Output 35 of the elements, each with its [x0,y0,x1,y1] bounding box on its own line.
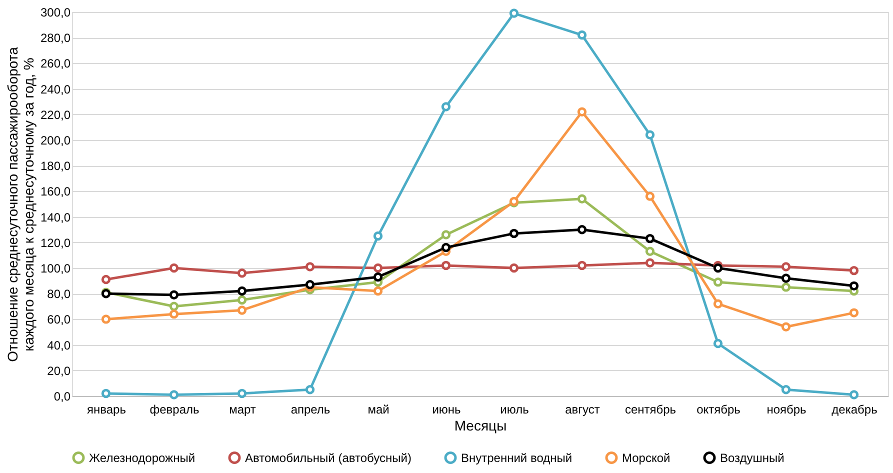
y-tick-label: 40,0 [47,338,71,352]
y-tick-label: 280,0 [40,31,71,46]
y-tick-label: 80,0 [47,287,71,302]
x-tick-label: сентябрь [624,402,676,416]
legend-label: Автомобильный (автобусный) [245,450,412,465]
y-tick-label: 100,0 [40,262,71,276]
y-axis-title: Отношение среднесуточного пассажирооборота каждого месяца к среднесуточному за год, % [4,46,36,362]
legend-label: Железнодорожный [89,450,196,465]
legend-label: Воздушный [720,450,784,465]
x-tick-label: март [229,402,256,416]
y-tick-label: 160,0 [40,184,71,199]
x-tick-label: май [368,402,390,416]
y-tick-label: 260,0 [40,56,71,71]
y-tick-label: 20,0 [47,364,71,378]
legend-label: Морской [622,450,670,465]
legend-label: Внутренний водный [461,450,572,465]
x-tick-label: апрель [290,402,330,416]
y-tick-label: 180,0 [40,159,71,174]
y-tick-label: 200,0 [40,134,71,148]
x-tick-label: февраль [150,402,200,416]
x-tick-label: август [565,402,600,416]
y-tick-label: 120,0 [40,236,71,250]
x-axis-title: Месяцы [454,418,507,434]
y-tick-label: 0,0 [54,390,71,404]
x-tick-label: январь [87,402,126,416]
y-tick-label: 300,0 [40,6,71,20]
x-tick-label: ноябрь [766,402,806,416]
y-tick-label: 60,0 [47,312,71,327]
x-tick-label: июнь [432,402,461,416]
y-tick-label: 220,0 [40,108,71,122]
x-tick-label: декабрь [832,402,878,416]
y-tick-label: 240,0 [40,82,71,96]
x-tick-label: октябрь [696,402,740,416]
y-tick-label: 140,0 [40,210,71,224]
x-tick-label: июль [500,402,529,416]
